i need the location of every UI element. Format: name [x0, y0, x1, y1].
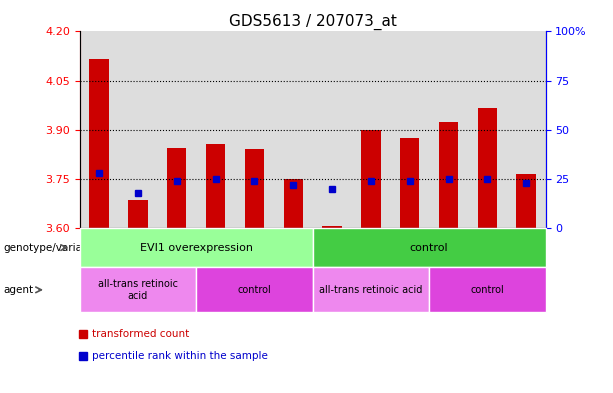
Bar — [118, 31, 158, 228]
Bar — [313, 31, 351, 228]
Bar — [478, 108, 497, 228]
Text: EVI1 overexpression: EVI1 overexpression — [140, 242, 253, 253]
Text: agent: agent — [3, 285, 33, 295]
Text: control: control — [409, 242, 449, 253]
Text: genotype/variation: genotype/variation — [3, 242, 102, 253]
Bar — [245, 149, 264, 228]
Bar — [128, 200, 148, 228]
Text: all-trans retinoic acid: all-trans retinoic acid — [319, 285, 422, 295]
Bar — [507, 31, 546, 228]
Text: control: control — [470, 285, 504, 295]
Bar — [235, 31, 274, 228]
Bar — [80, 31, 118, 228]
Bar — [274, 31, 313, 228]
Bar — [390, 31, 429, 228]
Bar — [167, 148, 186, 228]
Text: percentile rank within the sample: percentile rank within the sample — [92, 351, 268, 361]
Text: all-trans retinoic
acid: all-trans retinoic acid — [98, 279, 178, 301]
Text: control: control — [237, 285, 272, 295]
Bar — [516, 174, 536, 228]
Bar — [322, 226, 342, 228]
Bar — [351, 31, 390, 228]
Bar — [439, 121, 459, 228]
Bar — [468, 31, 507, 228]
Bar — [206, 145, 226, 228]
Bar — [429, 31, 468, 228]
Bar — [400, 138, 419, 228]
Bar — [196, 31, 235, 228]
Bar — [158, 31, 196, 228]
Text: transformed count: transformed count — [92, 329, 189, 339]
Bar — [361, 130, 381, 228]
Title: GDS5613 / 207073_at: GDS5613 / 207073_at — [229, 14, 397, 30]
Bar — [89, 59, 109, 228]
Bar — [284, 179, 303, 228]
